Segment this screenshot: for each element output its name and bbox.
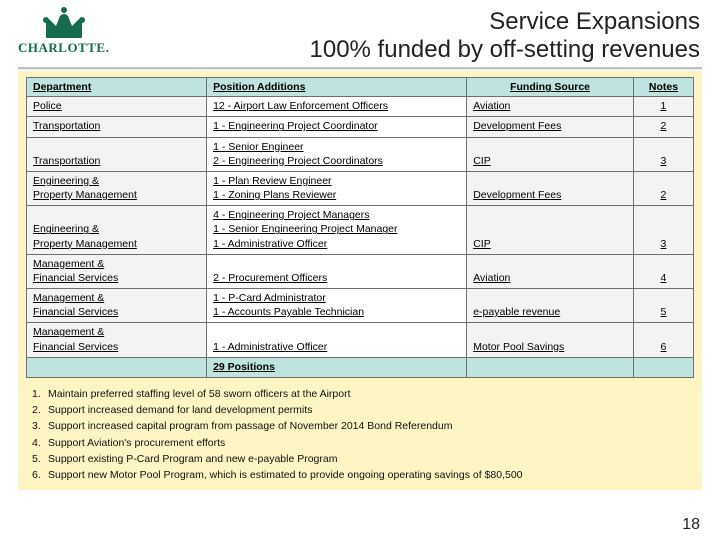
table-row: Transportation1 - Senior Engineer2 - Eng… <box>27 137 694 171</box>
cell-note-ref: 1 <box>633 97 693 117</box>
cell-note-ref: 2 <box>633 171 693 205</box>
col-notes: Notes <box>633 78 693 97</box>
cell-funding-source: Development Fees <box>467 171 634 205</box>
cell-department: Engineering &Property Management <box>27 171 207 205</box>
content-area: Department Position Additions Funding So… <box>18 71 702 489</box>
table-row: Management &Financial Services1 - P-Card… <box>27 289 694 323</box>
footnote-text: Support new Motor Pool Program, which is… <box>48 467 523 483</box>
logo: CHARLOTTE. <box>18 6 109 56</box>
cell-note-ref: 4 <box>633 254 693 288</box>
table-row: Management &Financial Services 1 - Admin… <box>27 323 694 357</box>
footnote-item: 4.Support Aviation's procurement efforts <box>32 435 690 451</box>
footnote-text: Support existing P-Card Program and new … <box>48 451 337 467</box>
table-row: Engineering &Property Management4 - Engi… <box>27 206 694 255</box>
title-line-2: 100% funded by off-setting revenues <box>129 36 700 64</box>
cell-note-ref: 3 <box>633 137 693 171</box>
col-funding-source: Funding Source <box>467 78 634 97</box>
table-row: Police12 - Airport Law Enforcement Offic… <box>27 97 694 117</box>
header-divider <box>18 67 702 69</box>
footnote-number: 4. <box>32 435 48 451</box>
cell-funding-source: Development Fees <box>467 117 634 137</box>
cell-funding-source: Aviation <box>467 97 634 117</box>
cell-empty <box>633 357 693 377</box>
cell-funding-source: CIP <box>467 206 634 255</box>
slide-title: Service Expansions 100% funded by off-se… <box>129 6 700 63</box>
table-header-row: Department Position Additions Funding So… <box>27 78 694 97</box>
cell-position-additions: 1 - Plan Review Engineer1 - Zoning Plans… <box>207 171 467 205</box>
cell-position-additions: 1 - Senior Engineer2 - Engineering Proje… <box>207 137 467 171</box>
cell-funding-source: Motor Pool Savings <box>467 323 634 357</box>
crown-icon <box>38 6 90 40</box>
cell-department: Police <box>27 97 207 117</box>
table-row: Management &Financial Services 2 - Procu… <box>27 254 694 288</box>
footnote-text: Support Aviation's procurement efforts <box>48 435 225 451</box>
cell-empty <box>27 357 207 377</box>
footnote-text: Support increased demand for land develo… <box>48 402 312 418</box>
cell-funding-source: Aviation <box>467 254 634 288</box>
cell-total-positions: 29 Positions <box>207 357 467 377</box>
footnote-number: 1. <box>32 386 48 402</box>
logo-text: CHARLOTTE. <box>18 40 109 56</box>
footnote-text: Maintain preferred staffing level of 58 … <box>48 386 351 402</box>
cell-department: Transportation <box>27 117 207 137</box>
footnote-item: 6.Support new Motor Pool Program, which … <box>32 467 690 483</box>
footnote-item: 2.Support increased demand for land deve… <box>32 402 690 418</box>
cell-position-additions: 1 - Engineering Project Coordinator <box>207 117 467 137</box>
table-total-row: 29 Positions <box>27 357 694 377</box>
table-row: Transportation 1 - Engineering Project C… <box>27 117 694 137</box>
cell-note-ref: 3 <box>633 206 693 255</box>
footnote-item: 1.Maintain preferred staffing level of 5… <box>32 386 690 402</box>
cell-department: Transportation <box>27 137 207 171</box>
cell-position-additions: 1 - P-Card Administrator1 - Accounts Pay… <box>207 289 467 323</box>
col-position-additions: Position Additions <box>207 78 467 97</box>
cell-department: Management &Financial Services <box>27 323 207 357</box>
cell-note-ref: 5 <box>633 289 693 323</box>
footnote-number: 6. <box>32 467 48 483</box>
cell-funding-source: e-payable revenue <box>467 289 634 323</box>
cell-funding-source: CIP <box>467 137 634 171</box>
page-number: 18 <box>682 516 700 534</box>
cell-position-additions: 1 - Administrative Officer <box>207 323 467 357</box>
footnote-number: 2. <box>32 402 48 418</box>
title-line-1: Service Expansions <box>129 8 700 36</box>
footnote-number: 3. <box>32 418 48 434</box>
footnote-item: 5.Support existing P-Card Program and ne… <box>32 451 690 467</box>
cell-position-additions: 4 - Engineering Project Managers1 - Seni… <box>207 206 467 255</box>
footnote-text: Support increased capital program from p… <box>48 418 452 434</box>
slide-header: CHARLOTTE. Service Expansions 100% funde… <box>0 0 720 65</box>
cell-empty <box>467 357 634 377</box>
cell-position-additions: 2 - Procurement Officers <box>207 254 467 288</box>
cell-note-ref: 6 <box>633 323 693 357</box>
cell-department: Management &Financial Services <box>27 289 207 323</box>
col-department: Department <box>27 78 207 97</box>
footnote-number: 5. <box>32 451 48 467</box>
table-row: Engineering &Property Management1 - Plan… <box>27 171 694 205</box>
cell-department: Management &Financial Services <box>27 254 207 288</box>
cell-department: Engineering &Property Management <box>27 206 207 255</box>
footnotes-list: 1.Maintain preferred staffing level of 5… <box>32 386 690 484</box>
positions-table: Department Position Additions Funding So… <box>26 77 694 378</box>
cell-position-additions: 12 - Airport Law Enforcement Officers <box>207 97 467 117</box>
cell-note-ref: 2 <box>633 117 693 137</box>
footnote-item: 3.Support increased capital program from… <box>32 418 690 434</box>
